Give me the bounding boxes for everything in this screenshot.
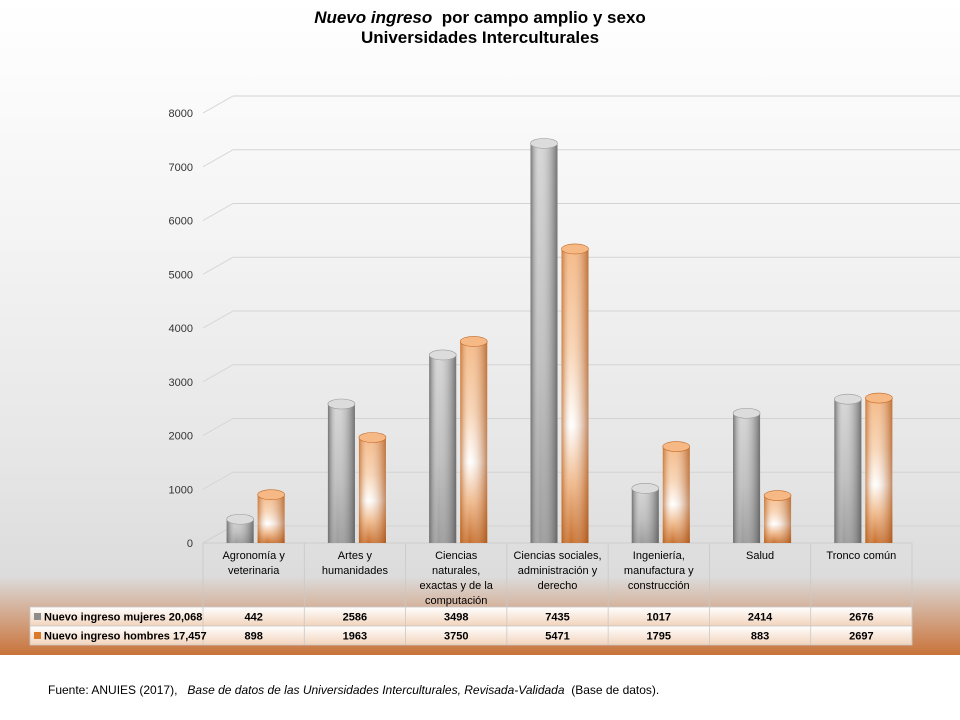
data-label: 2697 bbox=[849, 631, 873, 643]
category-label: veterinaria bbox=[228, 565, 280, 577]
category-label: Ciencias bbox=[435, 550, 478, 562]
bar-hombres-shade bbox=[764, 495, 792, 543]
chart-title: Nuevo ingreso por campo amplio y sexo Un… bbox=[0, 8, 960, 48]
source-prefix: Fuente: ANUIES (2017), bbox=[48, 683, 178, 697]
gridline-depth bbox=[202, 95, 234, 114]
bar-mujeres-cap bbox=[530, 138, 558, 149]
title-italic: Nuevo ingreso bbox=[314, 8, 433, 27]
bar-hombres-cap bbox=[358, 432, 387, 443]
gridline-depth bbox=[202, 256, 234, 275]
data-label: 5471 bbox=[545, 631, 569, 643]
category-label: Tronco común bbox=[826, 550, 896, 562]
category-label: Agronomía y bbox=[222, 550, 285, 562]
data-label: 2414 bbox=[748, 612, 773, 624]
bar-mujeres-shade bbox=[733, 413, 761, 543]
bar-hombres-cap bbox=[257, 489, 285, 501]
source-suffix: (Base de datos). bbox=[571, 683, 660, 697]
category-label: construcción bbox=[628, 580, 690, 592]
plot-background bbox=[0, 0, 960, 655]
source-title: Base de datos de las Universidades Inter… bbox=[187, 683, 565, 697]
y-tick-label: 7000 bbox=[169, 162, 193, 174]
data-label: 1963 bbox=[343, 631, 367, 643]
bar-mujeres-cap bbox=[327, 398, 356, 410]
gridline-depth bbox=[202, 471, 234, 490]
data-label: 2676 bbox=[849, 612, 873, 624]
category-label: Ingeniería, bbox=[633, 550, 685, 562]
bar-hombres-shade bbox=[358, 437, 386, 543]
data-label: 7435 bbox=[545, 612, 569, 624]
gridline-depth bbox=[202, 364, 234, 383]
bar-hombres-cap bbox=[459, 336, 488, 347]
y-tick-label: 0 bbox=[187, 538, 193, 550]
bar-hombres-cap bbox=[865, 392, 893, 404]
data-label: 1795 bbox=[647, 631, 671, 643]
gridline-depth bbox=[202, 310, 234, 329]
category-label: derecho bbox=[538, 580, 578, 592]
source-note: Fuente: ANUIES (2017), Base de datos de … bbox=[48, 683, 659, 697]
gridline-depth bbox=[202, 418, 234, 436]
data-label: 1017 bbox=[647, 612, 671, 624]
bar-mujeres-shade bbox=[226, 519, 254, 543]
data-label: 883 bbox=[751, 631, 769, 643]
y-tick-label: 3000 bbox=[169, 377, 193, 389]
bar-mujeres-shade bbox=[429, 354, 457, 543]
bar-hombres-shade bbox=[561, 248, 589, 543]
y-tick-label: 4000 bbox=[169, 323, 193, 335]
gridline-depth bbox=[202, 149, 234, 168]
y-tick-label: 5000 bbox=[169, 269, 193, 281]
bar-mujeres-shade bbox=[327, 404, 355, 543]
gridline-depth bbox=[202, 203, 234, 221]
bar-hombres-cap bbox=[561, 243, 589, 255]
bar-hombres-shade bbox=[865, 398, 893, 543]
title-rest: por campo amplio y sexo bbox=[441, 8, 646, 27]
bar-hombres-shade bbox=[257, 494, 285, 543]
category-label: manufactura y bbox=[624, 565, 694, 577]
bar-mujeres-cap bbox=[631, 483, 660, 494]
y-tick-label: 1000 bbox=[169, 484, 193, 496]
category-label: Artes y bbox=[338, 550, 373, 562]
category-label: administración y bbox=[518, 565, 598, 577]
category-label: Salud bbox=[746, 550, 774, 562]
data-label: 3750 bbox=[444, 631, 468, 643]
bar-mujeres-cap bbox=[834, 393, 862, 405]
y-tick-label: 2000 bbox=[169, 431, 193, 443]
category-label: computación bbox=[425, 595, 487, 607]
bar-hombres-shade bbox=[460, 341, 488, 543]
bar-mujeres-cap bbox=[732, 407, 761, 419]
bar-hombres-cap bbox=[763, 490, 792, 501]
category-label: exactas y de la bbox=[420, 580, 494, 592]
data-label: 898 bbox=[244, 631, 262, 643]
bar-chart: 0 1000 2000 3000 4000 5000 6000 7000 8000 Agronom… bbox=[29, 95, 960, 646]
data-label: 442 bbox=[244, 612, 262, 624]
data-label: 3498 bbox=[444, 612, 468, 624]
y-tick-label: 8000 bbox=[169, 108, 193, 120]
bar-mujeres-cap bbox=[428, 349, 457, 361]
bar-mujeres-shade bbox=[834, 399, 862, 543]
category-label: naturales, bbox=[432, 565, 480, 577]
legend-label: Nuevo ingreso hombres 17,457 bbox=[44, 631, 207, 643]
chart-subtitle: Universidades Interculturales bbox=[360, 28, 600, 47]
data-label: 2586 bbox=[343, 612, 367, 624]
legend-key bbox=[34, 613, 41, 620]
bar-hombres-shade bbox=[662, 446, 690, 543]
y-tick-label: 6000 bbox=[169, 216, 193, 228]
category-label: Ciencias sociales, bbox=[513, 550, 601, 562]
category-label: humanidades bbox=[322, 565, 389, 577]
bar-mujeres-shade bbox=[530, 143, 558, 543]
legend-key bbox=[34, 632, 41, 639]
bar-hombres-cap bbox=[662, 441, 691, 452]
bar-mujeres-shade bbox=[631, 488, 659, 543]
bar-mujeres-cap bbox=[226, 513, 254, 525]
legend-label: Nuevo ingreso mujeres 20,068 bbox=[44, 612, 202, 624]
